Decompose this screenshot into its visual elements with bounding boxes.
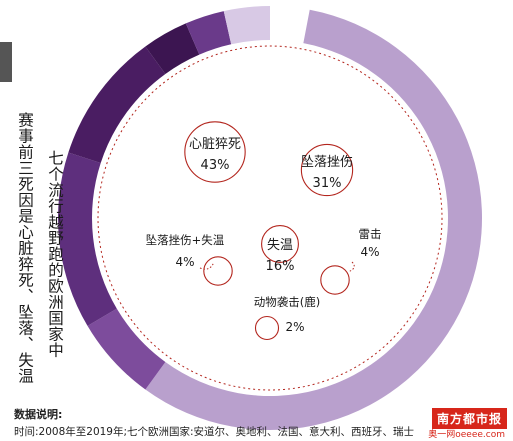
ring-segment-1 (87, 308, 166, 390)
brand-url: 奥一网oeeee.com (428, 430, 505, 440)
ring-segment-3 (68, 46, 166, 163)
inner-dashed-circle (97, 45, 443, 391)
ring-segment-6 (223, 6, 270, 45)
bubble-label-1: 坠落挫伤 (301, 154, 353, 170)
bubble-2 (203, 256, 233, 286)
bubble-value-3: 16% (266, 259, 295, 274)
bubble-value-0: 43% (201, 158, 230, 173)
bubble-value-5: 2% (285, 320, 304, 334)
corner-bracket (0, 42, 12, 82)
bubble-label-5: 动物袭击(鹿) (254, 295, 320, 309)
bubble-label-4: 雷击 (359, 227, 382, 241)
bubble-value-1: 31% (313, 176, 342, 191)
bubble-0 (184, 121, 246, 183)
chart-title-line-1: 七个流行越野跑的欧洲国家中 (46, 150, 64, 358)
data-note-title: 数据说明: (14, 408, 63, 421)
leader-line-4 (347, 261, 355, 273)
data-note-body: 时间:2008年至2019年;七个欧洲国家:安道尔、奥地利、法国、意大利、西班牙… (14, 426, 415, 438)
bubble-1 (300, 143, 354, 197)
bubble-label-2: 坠落挫伤+失温 (146, 233, 225, 247)
ring-segment-2 (58, 152, 117, 326)
chart-title-line-2: 赛事前三死因是心脏猝死、坠落、失温 (16, 112, 34, 384)
bubble-5 (254, 315, 280, 341)
bubble-3 (261, 225, 299, 263)
bubble-label-0: 心脏猝死 (189, 137, 241, 152)
bubble-value-2: 4% (175, 255, 194, 269)
bubble-4 (320, 265, 350, 295)
ring-segment-0 (145, 9, 482, 430)
bubble-value-4: 4% (360, 245, 379, 259)
brand-logo: 南方都市报 (431, 408, 507, 429)
ring-segment-5 (185, 11, 232, 55)
ring-segment-4 (145, 23, 200, 74)
bubble-label-3: 失温 (267, 238, 293, 253)
